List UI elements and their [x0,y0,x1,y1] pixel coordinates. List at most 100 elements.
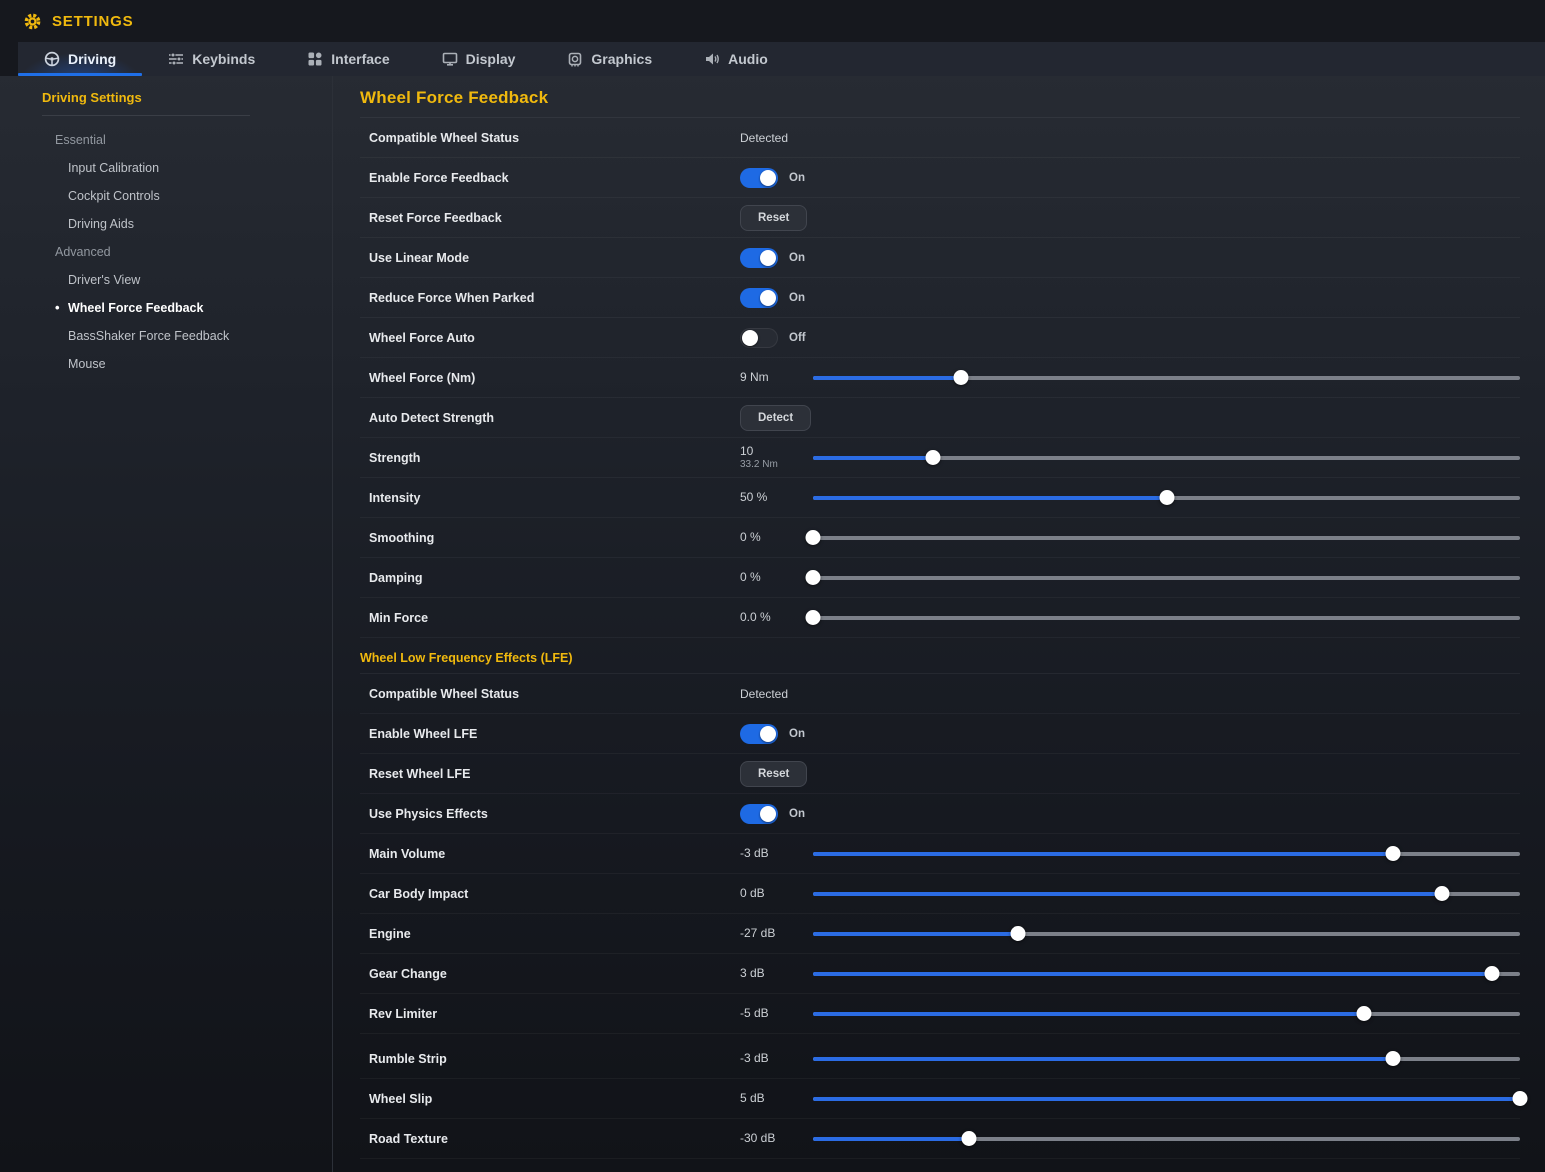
tab-keybinds[interactable]: Keybinds [142,42,281,76]
tab-display[interactable]: Display [416,42,542,76]
slider-main-volume[interactable] [813,844,1520,864]
detect-button[interactable]: Detect [740,404,812,431]
slider-fill [813,1136,969,1141]
slider-thumb[interactable] [1159,490,1174,505]
sidebar-item-bassshaker-force-feedback[interactable]: BassShaker Force Feedback [42,322,332,350]
toggle-knob[interactable] [742,329,758,346]
slider-fill [813,971,1492,976]
sidebar-item-driver-s-view[interactable]: Driver's View [42,266,332,294]
sidebar-item-cockpit-controls[interactable]: Cockpit Controls [42,182,332,210]
setting-row-road-texture: Road Texture -30 dB [360,1119,1520,1159]
setting-control: -3 dB [740,844,1520,864]
setting-label: Compatible Wheel Status [369,686,520,701]
tab-graphics[interactable]: Graphics [541,42,678,76]
slider-thumb[interactable] [961,1131,977,1146]
sidebar-item-wheel-force-feedback[interactable]: • Wheel Force Feedback [42,294,332,322]
toggle-wheel-force-auto[interactable] [740,327,778,348]
slider-min-force[interactable] [805,608,1520,628]
slider-road-texture[interactable] [813,1129,1520,1149]
slider-thumb[interactable] [925,450,941,465]
setting-row-engine: Engine -27 dB [360,914,1520,954]
reset-button[interactable]: Reset [740,204,808,231]
setting-row-reset-wheel-lfe: Reset Wheel LFE Reset [360,754,1520,794]
toggle-knob[interactable] [760,289,776,306]
slider-fill [813,1011,1365,1016]
toggle-knob[interactable] [760,805,776,822]
sidebar-item-driving-aids[interactable]: Driving Aids [42,210,332,238]
tab-label: Keybinds [192,51,256,67]
slider-value-primary: -27 dB [740,926,776,940]
slider-wheel-force-nm[interactable] [813,368,1520,388]
setting-label: Rumble Strip [369,1051,447,1066]
tab-interface[interactable]: Interface [281,42,415,76]
toggle-knob[interactable] [760,725,776,742]
slider-thumb[interactable] [1385,846,1401,861]
slider-strength[interactable] [813,448,1520,468]
setting-control: On [740,723,1520,744]
slider-thumb[interactable] [953,370,969,385]
slider-thumb[interactable] [1434,886,1450,901]
slider-value-primary: -30 dB [740,1131,776,1145]
sidebar-item-mouse[interactable]: Mouse [42,350,332,378]
slider-fill [813,851,1393,856]
slider-thumb[interactable] [1385,1051,1401,1066]
slider-value: 10 33.2 Nm [740,444,813,471]
slider-engine[interactable] [813,924,1520,944]
setting-row-auto-detect-strength: Auto Detect Strength Detect [360,398,1520,438]
toggle-use-linear-mode[interactable] [740,247,778,268]
slider-gear-change[interactable] [813,964,1520,984]
toggle-reduce-force-when-parked[interactable] [740,287,778,308]
toggle-knob[interactable] [760,169,776,186]
tab-driving[interactable]: Driving [18,42,143,76]
slider-track[interactable] [813,931,1520,936]
setting-label: Smoothing [369,530,435,545]
setting-control: Reset [740,760,1520,787]
toggle-knob[interactable] [760,249,776,266]
setting-row-use-linear-mode: Use Linear Mode On [360,238,1520,278]
slider-track[interactable] [813,615,1520,620]
slider-thumb[interactable] [1512,1091,1528,1106]
sidebar-item-label: BassShaker Force Feedback [68,329,230,343]
sidebar-item-advanced[interactable]: Advanced [42,238,332,266]
slider-track[interactable] [813,575,1520,580]
selected-bullet-icon: • [55,300,60,315]
slider-value-primary: -3 dB [740,1051,769,1065]
setting-label: Reset Force Feedback [369,210,502,225]
slider-smoothing[interactable] [805,528,1520,548]
tab-label: Audio [728,51,768,67]
slider-fill [813,455,934,460]
slider-thumb[interactable] [805,570,821,585]
toggle-use-physics-effects[interactable] [740,803,778,824]
slider-damping[interactable] [805,568,1520,588]
slider-track[interactable] [813,535,1520,540]
setting-control: 10 33.2 Nm [740,444,1520,471]
slider-value-primary: 5 dB [740,1091,765,1105]
slider-rumble-strip[interactable] [813,1049,1520,1069]
slider-track[interactable] [813,1136,1520,1141]
slider-thumb[interactable] [805,530,821,545]
setting-label: Strength [369,450,421,465]
setting-label: Car Body Impact [369,886,469,901]
slider-rev-limiter[interactable] [813,1004,1520,1024]
slider-thumb[interactable] [1356,1006,1372,1021]
sidebar-item-input-calibration[interactable]: Input Calibration [42,154,332,182]
slider-track[interactable] [813,455,1520,460]
toggle-enable-force-feedback[interactable] [740,167,778,188]
sidebar-item-essential[interactable]: Essential [42,126,332,154]
slider-wheel-slip[interactable] [813,1089,1528,1109]
setting-control: On [740,803,1520,824]
setting-label: Min Force [369,610,429,625]
tab-audio[interactable]: Audio [678,42,794,76]
slider-thumb[interactable] [1010,926,1026,941]
reset-button[interactable]: Reset [740,760,808,787]
slider-thumb[interactable] [805,610,821,625]
slider-track[interactable] [813,375,1520,380]
setting-control: 9 Nm [740,368,1520,388]
setting-control: 5 dB [740,1089,1528,1109]
slider-car-body-impact[interactable] [813,884,1520,904]
setting-control: -30 dB [740,1129,1520,1149]
slider-value-primary: 9 Nm [740,370,769,384]
slider-intensity[interactable] [813,488,1520,508]
toggle-enable-wheel-lfe[interactable] [740,723,778,744]
slider-thumb[interactable] [1484,966,1500,981]
